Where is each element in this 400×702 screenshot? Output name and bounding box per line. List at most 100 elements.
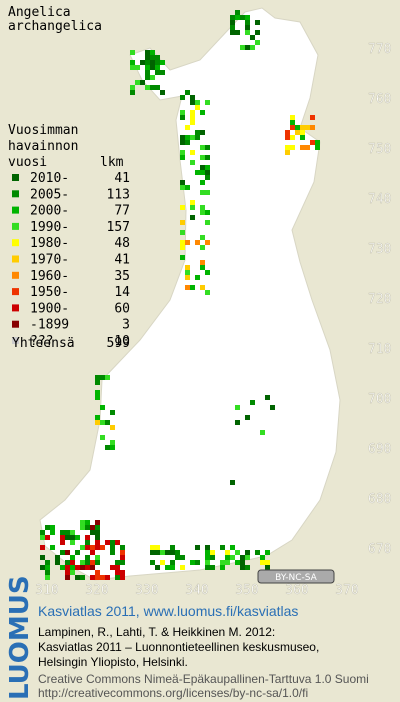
legend-count: 48 <box>114 236 130 251</box>
legend-label: ??? <box>30 334 53 349</box>
occurrence-square <box>135 80 140 85</box>
legend-label: 1980- <box>30 236 69 251</box>
occurrence-square <box>95 560 100 565</box>
occurrence-square <box>190 205 195 210</box>
occurrence-square <box>290 135 295 140</box>
occurrence-square <box>115 560 120 565</box>
citation: Lampinen, R., Lahti, T. & Heikkinen M. 2… <box>38 625 275 639</box>
occurrence-square <box>180 140 185 145</box>
legend-label: -1899 <box>30 318 69 333</box>
occurrence-square <box>265 395 270 400</box>
legend-label: 2010- <box>30 171 69 186</box>
logo: LUOMUS <box>5 575 35 700</box>
occurrence-square <box>60 540 65 545</box>
occurrence-square <box>285 130 290 135</box>
occurrence-square <box>190 200 195 205</box>
license-badge <box>257 569 335 584</box>
occurrence-square <box>130 90 135 95</box>
occurrence-square <box>195 105 200 110</box>
legend-swatch <box>12 271 19 279</box>
occurrence-square <box>220 560 225 565</box>
occurrence-square <box>90 525 95 530</box>
occurrence-square <box>160 550 165 555</box>
occurrence-square <box>90 530 95 535</box>
legend-count: 113 <box>107 187 130 202</box>
occurrence-square <box>195 240 200 245</box>
license-text: http://creativecommons.org/licenses/by-n… <box>38 686 308 700</box>
occurrence-square <box>80 560 85 565</box>
occurrence-square <box>95 390 100 395</box>
occurrence-square <box>180 95 185 100</box>
occurrence-square <box>110 545 115 550</box>
occurrence-square <box>110 410 115 415</box>
occurrence-square <box>115 575 120 580</box>
occurrence-square <box>190 285 195 290</box>
occurrence-square <box>80 520 85 525</box>
occurrence-square <box>40 530 45 535</box>
occurrence-square <box>155 545 160 550</box>
legend-swatch <box>12 320 19 328</box>
occurrence-square <box>180 230 185 235</box>
occurrence-square <box>145 50 150 55</box>
legend-count: 35 <box>114 269 130 284</box>
legend-label: 1950- <box>30 285 69 300</box>
occurrence-square <box>205 145 210 150</box>
occurrence-square <box>100 420 105 425</box>
grid-label-y: 740 <box>368 192 391 207</box>
occurrence-square <box>305 125 310 130</box>
occurrence-square <box>45 535 50 540</box>
occurrence-square <box>110 550 115 555</box>
occurrence-square <box>70 535 75 540</box>
occurrence-square <box>180 205 185 210</box>
occurrence-square <box>45 565 50 570</box>
occurrence-square <box>195 170 200 175</box>
occurrence-square <box>120 545 125 550</box>
occurrence-square <box>205 210 210 215</box>
occurrence-square <box>250 35 255 40</box>
occurrence-square <box>120 555 125 560</box>
occurrence-square <box>160 60 165 65</box>
occurrence-square <box>155 550 160 555</box>
occurrence-square <box>180 185 185 190</box>
occurrence-square <box>105 575 110 580</box>
legend-label: 1990- <box>30 220 69 235</box>
legend-title: havainnon <box>8 139 78 154</box>
occurrence-square <box>150 75 155 80</box>
occurrence-square <box>70 560 75 565</box>
legend-total-label: Yhteensä <box>12 336 75 351</box>
occurrence-square <box>155 85 160 90</box>
occurrence-square <box>205 560 210 565</box>
occurrence-square <box>180 220 185 225</box>
grid-label-x: 310 <box>35 583 58 598</box>
occurrence-square <box>225 555 230 560</box>
legend-swatch <box>12 337 19 344</box>
occurrence-square <box>85 540 90 545</box>
occurrence-square <box>110 445 115 450</box>
occurrence-square <box>130 85 135 90</box>
occurrence-square <box>250 400 255 405</box>
legend-label: 1960- <box>30 269 69 284</box>
occurrence-square <box>220 545 225 550</box>
occurrence-square <box>70 555 75 560</box>
occurrence-square <box>180 240 185 245</box>
grid-label-y: 710 <box>368 342 391 357</box>
occurrence-square <box>160 560 165 565</box>
occurrence-square <box>185 185 190 190</box>
license-badge-text: BY-NC-SA <box>275 573 318 583</box>
occurrence-square <box>265 565 270 570</box>
occurrence-square <box>150 85 155 90</box>
occurrence-square <box>265 550 270 555</box>
legend-count: 10 <box>114 334 130 349</box>
occurrence-square <box>205 550 210 555</box>
legend-count: 157 <box>107 220 130 235</box>
occurrence-square <box>295 130 300 135</box>
occurrence-square <box>285 150 290 155</box>
occurrence-square <box>245 555 250 560</box>
occurrence-square <box>260 560 265 565</box>
legend-swatch <box>12 239 19 247</box>
legend-count: 60 <box>114 301 130 316</box>
occurrence-square <box>160 90 165 95</box>
occurrence-square <box>135 65 140 70</box>
occurrence-square <box>235 405 240 410</box>
occurrence-square <box>170 565 175 570</box>
